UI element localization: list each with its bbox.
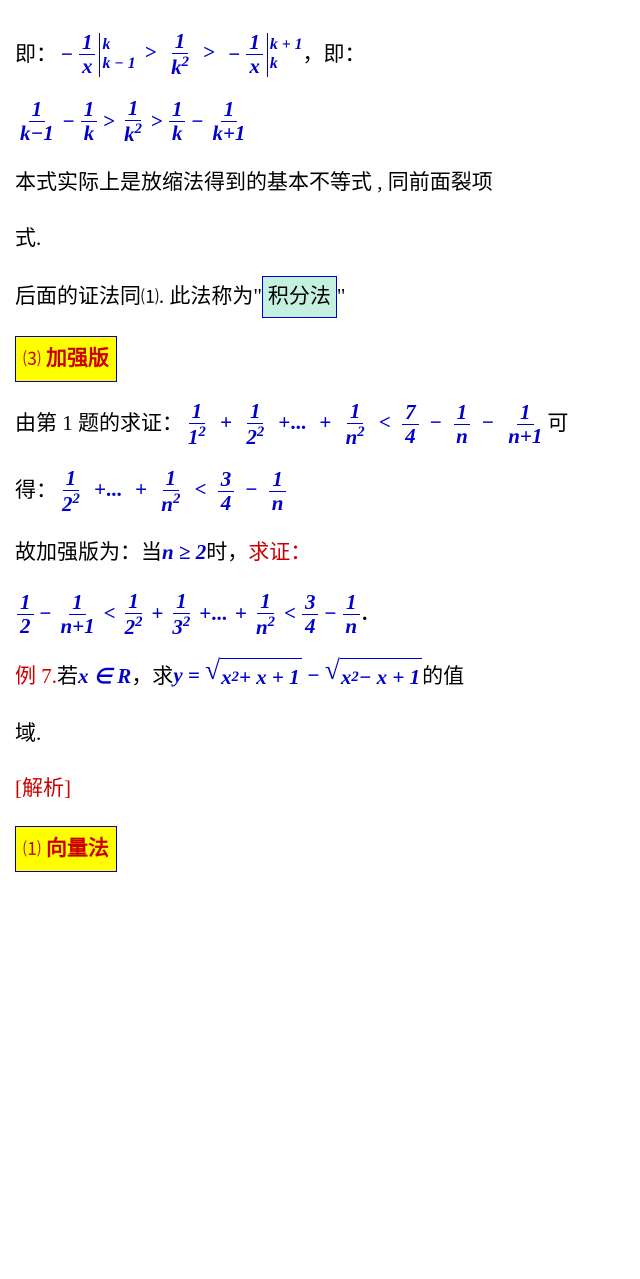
example-label: 例 7.	[15, 658, 57, 696]
text-pre: 即：	[15, 36, 57, 74]
section-tag-strengthened: ⑶ 加强版	[15, 336, 117, 382]
middle-frac: 1k2	[168, 30, 192, 79]
series-inequality-2: 得： 122 +... + 1n2 < 34 − 1n	[15, 467, 625, 516]
analysis-label: [解析]	[15, 770, 71, 808]
text-post: ，即：	[303, 36, 366, 74]
highlighted-method: 积分法	[262, 276, 337, 318]
body-text: 式.	[15, 220, 41, 258]
section-tag-vector: ⑴ 向量法	[15, 826, 117, 872]
double-inequality: 12 − 1n+1 < 122 + 132 +... + 1n2 < 34 − …	[15, 590, 625, 639]
series-inequality-1: 由第 1 题的求证： 112 + 122 +... + 1n2 < 74 − 1…	[15, 400, 625, 449]
eval-term-2: − 1x k + 1k	[224, 31, 302, 78]
sqrt-1: √x2 + x + 1	[205, 658, 302, 697]
body-text: 本式实际上是放缩法得到的基本不等式 , 同前面裂项	[15, 164, 493, 202]
body-text: 域.	[15, 715, 41, 753]
method-name-line: 后面的证法同 ⑴ . 此法称为" 积分法 "	[15, 276, 625, 318]
strengthened-statement: 故加强版为：当 n ≥ 2 时， 求证：	[15, 534, 625, 572]
eval-term-1: − 1x kk − 1	[57, 31, 136, 78]
sqrt-2: √x2 − x + 1	[325, 658, 422, 697]
telescoping-inequality: 1k−1 − 1k > 1k2 > 1k − 1k+1	[15, 97, 625, 146]
equation-eval-bounds: 即： − 1x kk − 1 > 1k2 > − 1x k + 1k ，即：	[15, 30, 625, 79]
example-7: 例 7. 若 x ∈ R ，求 y = √x2 + x + 1 − √x2 − …	[15, 657, 625, 697]
